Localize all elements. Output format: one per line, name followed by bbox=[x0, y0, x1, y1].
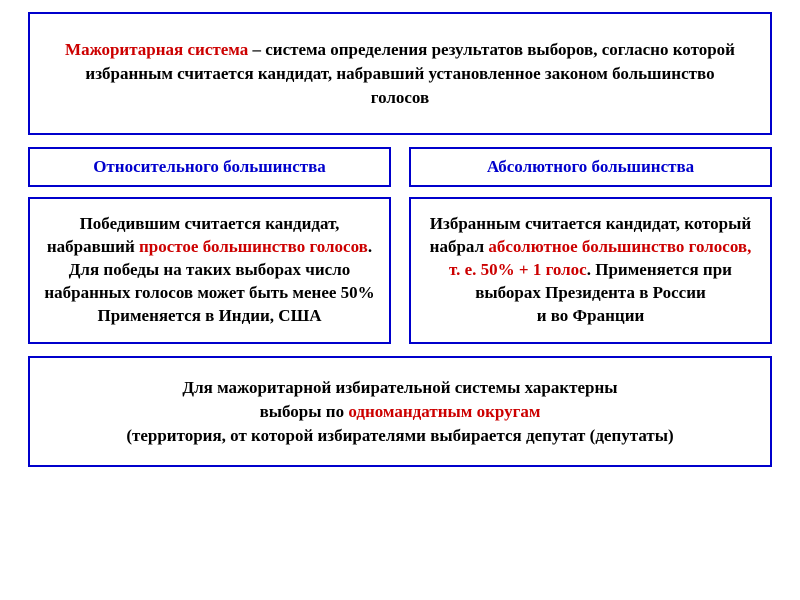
term: Мажоритарная система bbox=[65, 40, 248, 59]
footer-line2-pre: выборы по bbox=[260, 402, 349, 421]
footer-line1: Для мажоритарной избирательной системы х… bbox=[182, 378, 617, 397]
right-detail-box: Избранным считается кандидат, который на… bbox=[409, 197, 772, 344]
details-row: Победившим считается кандидат, набравший… bbox=[28, 197, 772, 344]
right-header-text: Абсолютного большинства bbox=[487, 157, 694, 176]
left-header-box: Относительного большинства bbox=[28, 147, 391, 187]
footer-line3: (территория, от которой избирателями выб… bbox=[126, 426, 673, 445]
sep: – bbox=[248, 40, 265, 59]
footer-box: Для мажоритарной избирательной системы х… bbox=[28, 356, 772, 467]
right-detail-post2: и во Франции bbox=[537, 306, 645, 325]
right-header-box: Абсолютного большинства bbox=[409, 147, 772, 187]
footer-line2-red: одномандатным округам bbox=[348, 402, 540, 421]
left-detail-red: простое большинство голосов bbox=[139, 237, 368, 256]
left-detail-box: Победившим считается кандидат, набравший… bbox=[28, 197, 391, 344]
headers-row: Относительного большинства Абсолютного б… bbox=[28, 147, 772, 187]
definition-box: Мажоритарная система – система определен… bbox=[28, 12, 772, 135]
left-detail-post2: Применяется в Индии, США bbox=[97, 306, 321, 325]
left-header-text: Относительного большинства bbox=[93, 157, 326, 176]
